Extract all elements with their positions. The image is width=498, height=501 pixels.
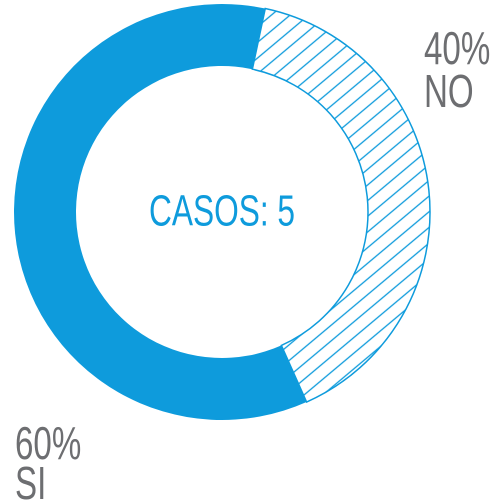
center-label: CASOS: 5 <box>149 187 295 236</box>
value-label: 40% <box>424 24 490 74</box>
category-label-group: SI <box>15 459 46 501</box>
value-label: 60% <box>15 419 81 469</box>
donut-segment <box>251 7 431 404</box>
category-label-group: NO <box>424 67 474 117</box>
category-label: SI <box>15 459 46 501</box>
value-label-group: 40% <box>424 24 490 74</box>
donut-segment <box>14 4 307 421</box>
value-label-group: 60% <box>15 419 81 469</box>
category-label: NO <box>424 67 474 117</box>
